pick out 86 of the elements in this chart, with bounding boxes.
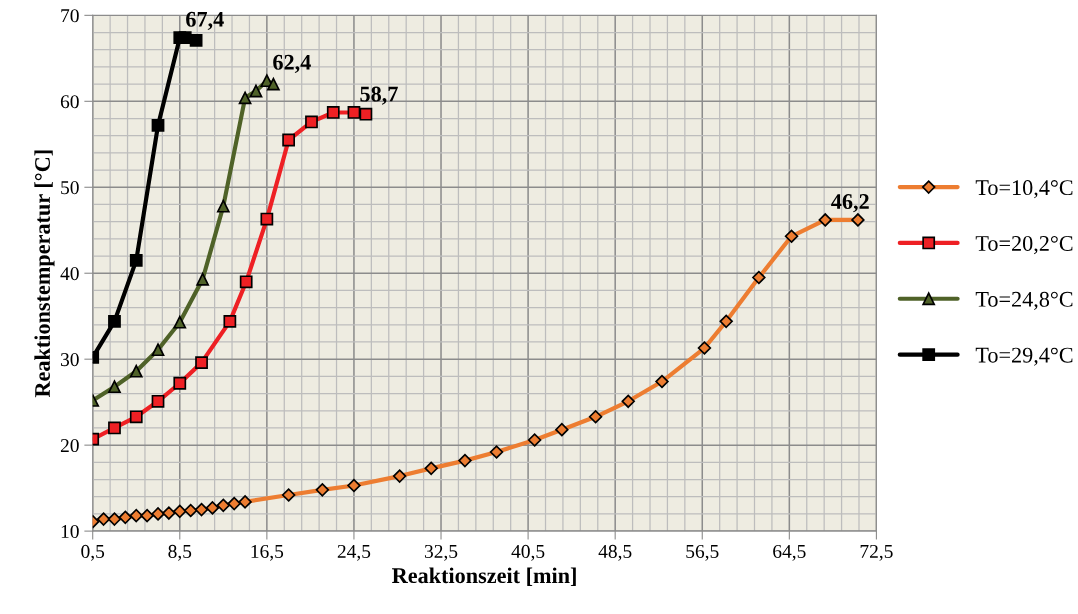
point — [305, 115, 318, 129]
x-tick-label: 8,5 — [168, 544, 192, 561]
point — [107, 512, 122, 526]
annotation: 67,4 — [186, 11, 224, 31]
point — [555, 422, 569, 437]
point — [129, 508, 143, 523]
point — [129, 364, 143, 378]
y-tick-label: 70 — [61, 9, 79, 23]
point — [239, 275, 253, 289]
point — [129, 253, 143, 267]
point — [697, 341, 712, 355]
y-tick-label: 30 — [61, 353, 79, 367]
point — [249, 84, 263, 98]
point — [489, 445, 504, 459]
point — [151, 118, 165, 132]
point — [851, 213, 865, 227]
point — [151, 343, 165, 357]
point — [281, 488, 296, 502]
point — [216, 199, 230, 213]
y-tick-label: 20 — [60, 438, 79, 453]
x-tick-label: 16,5 — [251, 544, 284, 561]
point — [621, 394, 635, 409]
x-tick-label: 72,5 — [860, 544, 893, 561]
x-axis-title: Reaktionszeit [min] — [392, 567, 576, 586]
x-tick-label: 56,5 — [686, 544, 719, 561]
point — [178, 31, 192, 45]
point — [129, 410, 143, 424]
point — [359, 107, 373, 121]
point — [162, 506, 176, 520]
point — [227, 496, 241, 511]
point — [347, 106, 361, 119]
point — [173, 376, 187, 390]
point — [196, 272, 210, 286]
legend-label: To=29,4°C — [975, 347, 1073, 366]
x-tick-label: 0,5 — [81, 544, 105, 561]
annotation: 62,4 — [273, 54, 311, 74]
point — [108, 314, 121, 328]
point — [326, 106, 340, 119]
legend-label: To=10,4°C — [975, 180, 1073, 199]
point — [818, 213, 832, 227]
y-tick-label: 50 — [61, 181, 79, 195]
x-tick-label: 48,5 — [598, 544, 632, 561]
legend-label: To=20,2°C — [975, 235, 1073, 255]
x-tick-label: 40,5 — [511, 544, 545, 561]
point — [282, 133, 296, 147]
point — [195, 356, 208, 370]
x-tick-label: 32,5 — [424, 544, 458, 561]
point — [96, 512, 111, 526]
point — [223, 314, 237, 328]
point — [205, 501, 220, 515]
point — [216, 498, 231, 513]
point — [527, 433, 542, 447]
x-tick-label: 64,5 — [773, 544, 806, 561]
point — [151, 394, 165, 408]
point — [189, 33, 203, 47]
point — [588, 410, 603, 424]
point — [784, 229, 799, 243]
y-tick-label: 10 — [61, 524, 79, 539]
point — [173, 504, 187, 519]
annotation: 46,2 — [831, 194, 869, 213]
y-axis-title: Reaktionstemperatur [°C] — [34, 150, 55, 398]
point — [183, 503, 198, 518]
point — [140, 508, 154, 523]
point — [108, 380, 121, 394]
x-tick-label: 24,5 — [337, 544, 371, 561]
point — [424, 461, 438, 476]
point — [752, 270, 766, 285]
y-tick-label: 40 — [60, 267, 79, 281]
point — [118, 510, 133, 525]
point — [347, 478, 361, 493]
point — [267, 77, 280, 91]
point — [260, 212, 274, 226]
point — [194, 502, 209, 517]
point — [315, 483, 330, 497]
point — [151, 507, 165, 521]
legend-label: To=24,8°C — [975, 291, 1073, 310]
y-tick-label: 60 — [60, 95, 79, 109]
point — [238, 91, 252, 105]
point — [392, 469, 407, 483]
annotation: 58,7 — [360, 86, 398, 105]
point — [655, 374, 669, 389]
point — [108, 421, 121, 435]
point — [173, 315, 187, 329]
point — [719, 314, 733, 329]
point — [458, 453, 472, 468]
point — [238, 495, 252, 509]
